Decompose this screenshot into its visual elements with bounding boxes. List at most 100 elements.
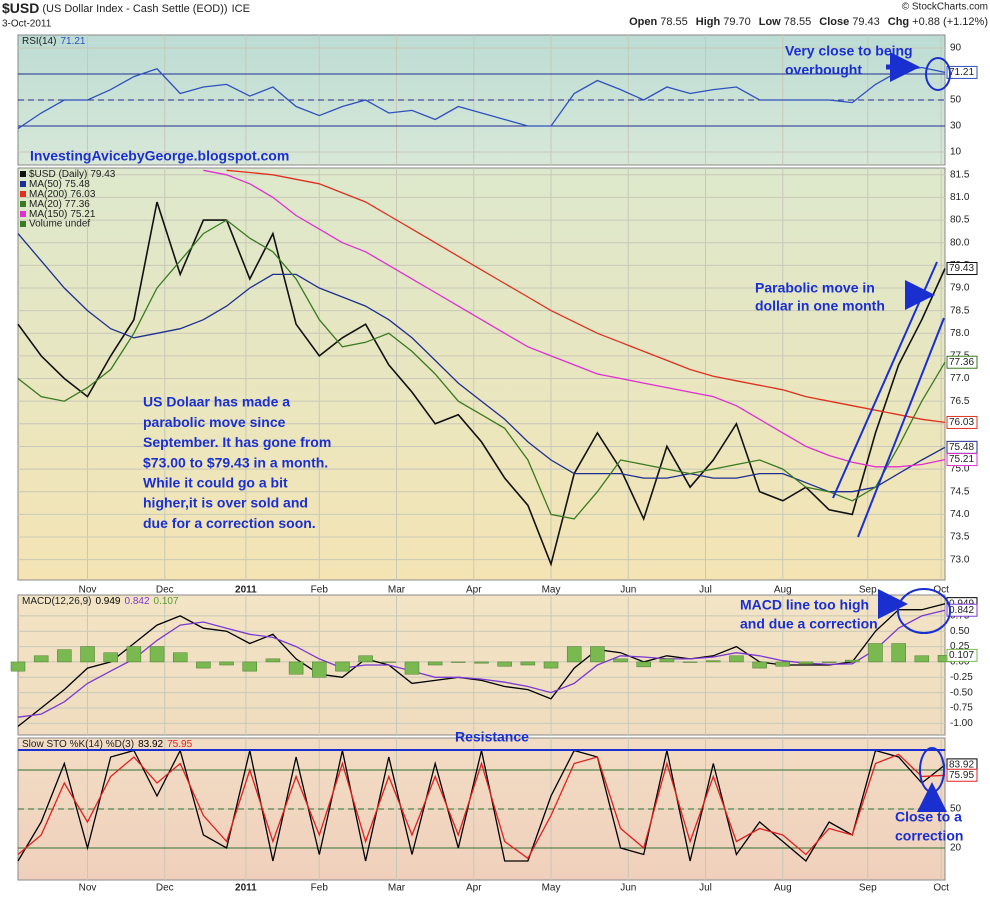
quote-value: 79.43	[852, 16, 880, 28]
legend-swatch	[20, 191, 26, 197]
annotation: While it could go a bit	[143, 475, 288, 491]
quote-label: Close	[819, 16, 849, 28]
y-tick-label: 80.5	[950, 215, 970, 226]
legend: MA(200) 76.03	[29, 189, 96, 200]
legend-swatch	[20, 181, 26, 187]
last-value: 75.21	[949, 454, 974, 465]
histogram-bar	[474, 661, 489, 664]
histogram-bar	[659, 658, 675, 663]
annotation: higher,it is over sold and	[143, 495, 308, 511]
quote-value: 79.70	[723, 16, 751, 28]
annotation: US Dolaar has made a	[143, 394, 290, 410]
y-tick-label: 74.5	[950, 486, 970, 497]
histogram-bar	[10, 661, 26, 672]
x-tick-label: Oct	[933, 883, 949, 894]
legend-value: 0.842	[125, 596, 150, 607]
legend-name: MA(20)	[29, 199, 62, 210]
y-tick-label: -0.50	[950, 687, 973, 698]
last-value-box	[946, 453, 978, 467]
legend-name: MACD(12,26,9)	[22, 596, 91, 607]
histogram-bar	[636, 661, 651, 668]
last-value-box	[946, 648, 978, 662]
y-tick-label: 78.0	[950, 328, 970, 339]
x-tick-label: Dec	[156, 883, 174, 894]
legend-swatch	[20, 221, 26, 227]
histogram-bar	[242, 661, 257, 672]
legend-name: Slow STO %K(14) %D(3)	[22, 739, 134, 750]
annotation: $73.00 to $79.43 in a month.	[143, 454, 328, 470]
quote-label: High	[696, 16, 721, 28]
legend-swatch	[20, 171, 26, 177]
last-value: 79.43	[949, 263, 974, 274]
y-tick-label: -0.75	[950, 703, 973, 714]
x-tick-label: Jul	[699, 883, 712, 894]
histogram-bar	[775, 661, 791, 667]
annotations: Very close to being overbought InvestingAv…	[18, 43, 963, 844]
last-value: 77.36	[949, 357, 974, 368]
histogram-bar	[172, 652, 188, 663]
y-tick-label: 78.5	[950, 305, 970, 316]
annotation: parabolic move since	[143, 414, 286, 430]
x-tick-label: 2011	[235, 883, 257, 894]
histogram-bar	[543, 661, 559, 669]
annotation: Close to a	[895, 809, 962, 825]
histogram-bar	[706, 660, 721, 663]
series-line	[226, 169, 946, 424]
legend: MA(150) 75.21	[29, 209, 96, 220]
x-tick-label: Oct	[933, 585, 949, 596]
histogram-bar	[729, 655, 744, 663]
annotation: overbought	[785, 62, 862, 78]
last-value-box	[946, 65, 978, 79]
y-tick-label: 81.5	[950, 169, 970, 180]
histogram-bar	[288, 661, 304, 675]
last-value: 75.48	[949, 442, 974, 453]
last-value: 71.21	[949, 67, 974, 78]
legend-name: MA(150)	[29, 209, 67, 220]
x-tick-label: Feb	[311, 585, 329, 596]
highlight-circle	[925, 57, 951, 91]
series-line	[17, 201, 946, 567]
legend: MA(50) 75.48	[29, 179, 90, 190]
histogram-bar	[821, 661, 837, 663]
y-tick-label: 0.00	[950, 657, 970, 668]
legend-value: 83.92	[138, 739, 163, 750]
series-line	[17, 233, 946, 493]
series-line	[17, 66, 946, 130]
annotation: Resistance	[455, 729, 529, 745]
x-tick-label: Jul	[699, 585, 712, 596]
x-tick-label: Aug	[774, 883, 792, 894]
quote-value: 78.55	[660, 16, 688, 28]
histogram-bar	[80, 646, 95, 663]
series-line	[17, 753, 946, 860]
quote-value: +0.88 (+1.12%)	[912, 16, 988, 28]
series-line	[17, 219, 946, 520]
annotation: dollar in one month	[755, 298, 885, 314]
histogram-bar	[196, 661, 211, 669]
series-line	[17, 609, 946, 718]
annotation: September. It has gone from	[143, 434, 331, 450]
histogram-bar	[752, 661, 767, 669]
y-tick-label: 50	[950, 95, 962, 106]
legend-value: 0.949	[95, 596, 120, 607]
histogram-bar	[335, 661, 350, 672]
panel-background	[17, 167, 946, 581]
y-tick-label: 75.0	[950, 464, 970, 475]
legend-value: 0.107	[154, 596, 179, 607]
y-tick-label: 73.0	[950, 554, 970, 565]
exchange: ICE	[232, 3, 250, 15]
annotation: Parabolic move in	[755, 280, 875, 296]
legend-value: 75.95	[167, 739, 192, 750]
last-value-box	[946, 415, 978, 429]
legend: Volume undef	[29, 219, 90, 230]
last-value: 0.107	[949, 650, 974, 661]
channel-line	[857, 317, 945, 538]
last-value-box	[946, 603, 978, 617]
x-tick-label: Sep	[859, 883, 877, 894]
annotation: Very close to being	[785, 43, 913, 59]
legend: MA(20) 77.36	[29, 199, 90, 210]
legend-name: MA(50)	[29, 179, 62, 190]
last-value: 83.92	[949, 760, 974, 771]
y-tick-label: 79.0	[950, 283, 970, 294]
legend-swatch	[20, 211, 26, 217]
histogram-bar	[613, 658, 628, 663]
